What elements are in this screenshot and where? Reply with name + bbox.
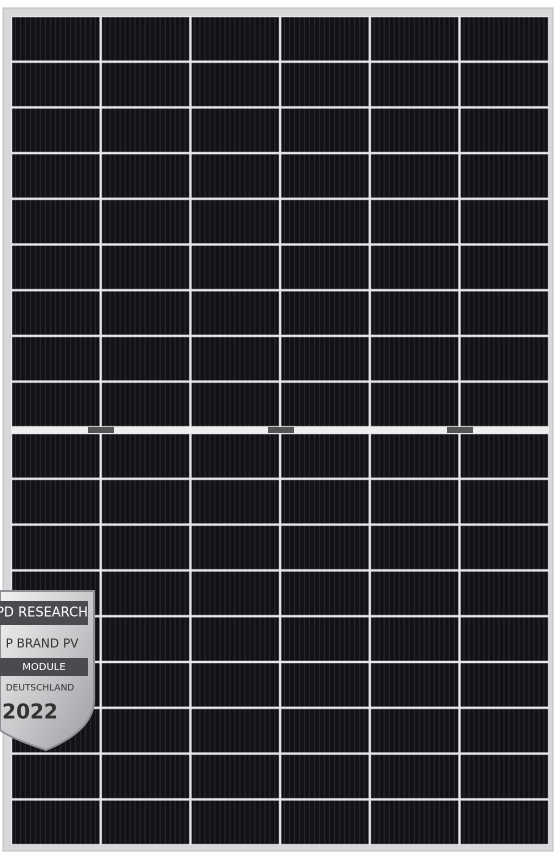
cells-bottom bbox=[11, 433, 549, 845]
badge-year: 2022 bbox=[2, 700, 58, 724]
junction-box bbox=[447, 427, 473, 433]
cells-top bbox=[11, 16, 549, 427]
badge-text: MODULE bbox=[22, 662, 65, 673]
junction-box bbox=[88, 427, 114, 433]
badge-text: P BRAND PV bbox=[6, 637, 80, 651]
badge-text: DEUTSCHLAND bbox=[6, 684, 75, 694]
badge-text: PD RESEARCH bbox=[0, 606, 88, 621]
junction-box bbox=[268, 427, 294, 433]
award-badge: PD RESEARCH P BRAND PV MODULE DEUTSCHLAN… bbox=[0, 590, 95, 752]
